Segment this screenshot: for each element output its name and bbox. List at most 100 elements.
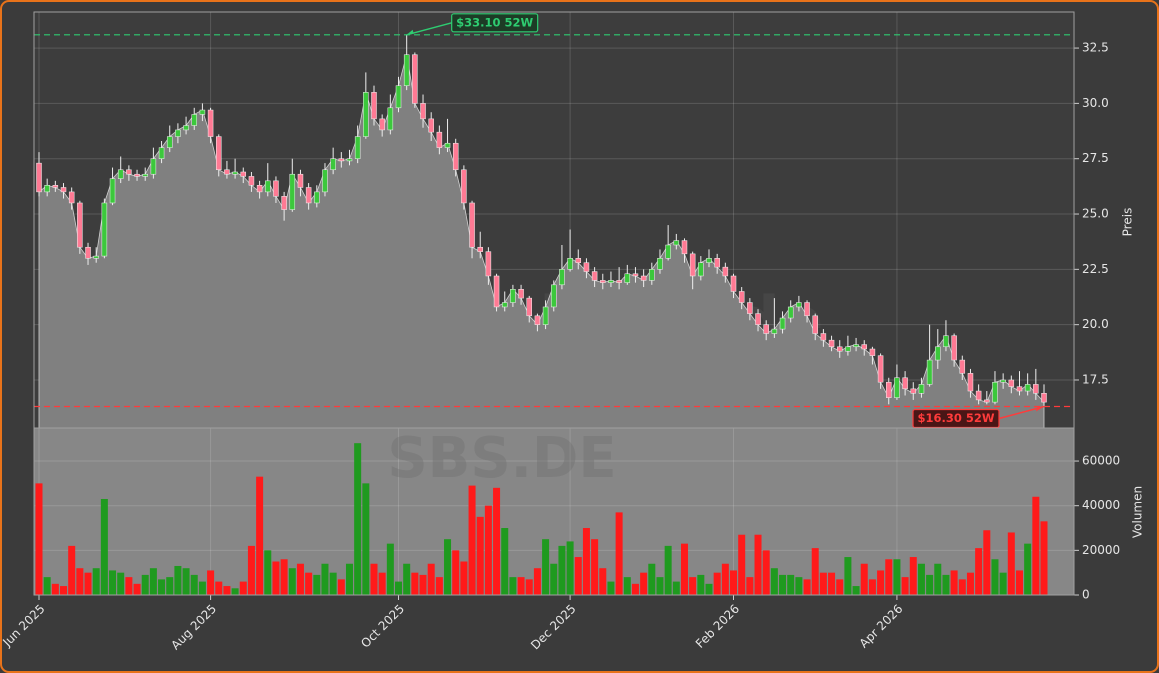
candle-body: [632, 273, 639, 277]
volume-bar: [787, 574, 795, 595]
candle-body: [828, 339, 835, 348]
candle-body: [117, 169, 124, 179]
candle-body: [248, 176, 255, 186]
candle-body: [322, 169, 328, 193]
candle-body: [501, 302, 508, 308]
candle-body: [363, 92, 369, 137]
volume-bar: [942, 574, 950, 595]
volume-bar: [484, 505, 492, 595]
candle-body: [265, 180, 271, 193]
candle-body: [1024, 384, 1031, 392]
volume-bar: [419, 574, 427, 595]
volume-bar: [76, 568, 84, 595]
volume-axis-label: Volumen: [1131, 486, 1145, 538]
candle-body: [1000, 379, 1006, 383]
candle-body: [542, 306, 549, 325]
candle-body: [175, 129, 181, 137]
candle-body: [640, 275, 647, 281]
candle-body: [444, 142, 451, 148]
candle-body: [551, 284, 557, 308]
y-tick-label: 60000: [1082, 454, 1120, 468]
volume-bar: [378, 572, 386, 595]
candle-body: [289, 173, 296, 210]
volume-bar: [370, 563, 378, 595]
volume-bar: [819, 572, 827, 595]
volume-bar: [395, 581, 403, 595]
volume-bar: [689, 577, 697, 595]
volume-bar: [533, 568, 541, 595]
candle-body: [836, 346, 843, 352]
volume-bar: [133, 583, 141, 595]
volume-bar: [174, 565, 182, 595]
candle-body: [68, 191, 75, 204]
watermark: SBS.DE: [387, 426, 616, 491]
candle-body: [787, 306, 794, 319]
volume-bar: [860, 563, 868, 595]
candle-body: [85, 246, 91, 259]
candle-body: [763, 324, 769, 334]
volume-bar: [966, 572, 974, 595]
candle-body: [297, 173, 304, 188]
price-axis-label: Preis: [1121, 208, 1135, 237]
volume-bar: [746, 577, 754, 595]
candle-body: [820, 333, 827, 341]
volume-bar: [452, 550, 460, 595]
y-tick-label: 0: [1082, 588, 1090, 602]
volume-bar: [296, 563, 304, 595]
volume-bar: [288, 568, 296, 595]
volume-bar: [411, 572, 419, 595]
volume-bar: [149, 568, 157, 595]
candle-body: [183, 125, 189, 131]
volume-bar: [950, 570, 958, 595]
candle-body: [1008, 379, 1015, 387]
candle-body: [698, 262, 704, 277]
candle-body: [485, 251, 492, 277]
volume-bar: [975, 548, 983, 595]
volume-bar: [141, 574, 149, 595]
volume-bar: [640, 572, 648, 595]
candle-body: [910, 388, 917, 394]
volume-panel-border: [33, 427, 1075, 596]
volume-bar: [435, 577, 443, 595]
candle-body: [428, 118, 434, 133]
volume-bar: [623, 577, 631, 595]
candle-body: [36, 162, 42, 193]
candle-body: [967, 373, 974, 392]
volume-bar: [84, 572, 92, 595]
volume-bar: [738, 534, 746, 595]
volume-bar: [35, 483, 43, 595]
candle-body: [714, 258, 720, 268]
candle-body: [608, 280, 614, 283]
candle-body: [199, 109, 206, 115]
candle-body: [477, 246, 483, 252]
candle-body: [689, 253, 696, 277]
candle-body: [207, 109, 214, 137]
candle-body: [403, 54, 410, 86]
y-tick-label: 22.5: [1082, 262, 1109, 276]
volume-bar: [795, 577, 803, 595]
candle-body: [771, 328, 778, 334]
volume-bar: [100, 498, 108, 595]
candle-body: [992, 381, 998, 403]
y-tick-label: 20000: [1082, 543, 1120, 557]
candle-body: [738, 291, 745, 303]
candle-body: [975, 390, 982, 401]
candle-body: [461, 169, 467, 204]
volume-bar: [893, 559, 901, 595]
volume-bar: [958, 579, 966, 595]
candle-body: [869, 348, 876, 356]
volume-bar: [770, 568, 778, 595]
candle-body: [984, 399, 990, 403]
candle-body: [224, 169, 230, 175]
volume-bar: [836, 579, 844, 595]
candle-body: [101, 202, 108, 257]
candle-body: [52, 185, 59, 188]
volume-bar: [1015, 570, 1023, 595]
candle-body: [722, 266, 729, 277]
volume-bar: [321, 563, 329, 595]
volume-bar: [215, 581, 223, 595]
volume-bar: [247, 545, 255, 595]
volume-bar: [198, 581, 206, 595]
candle-body: [1033, 384, 1039, 394]
candle-body: [665, 244, 671, 259]
